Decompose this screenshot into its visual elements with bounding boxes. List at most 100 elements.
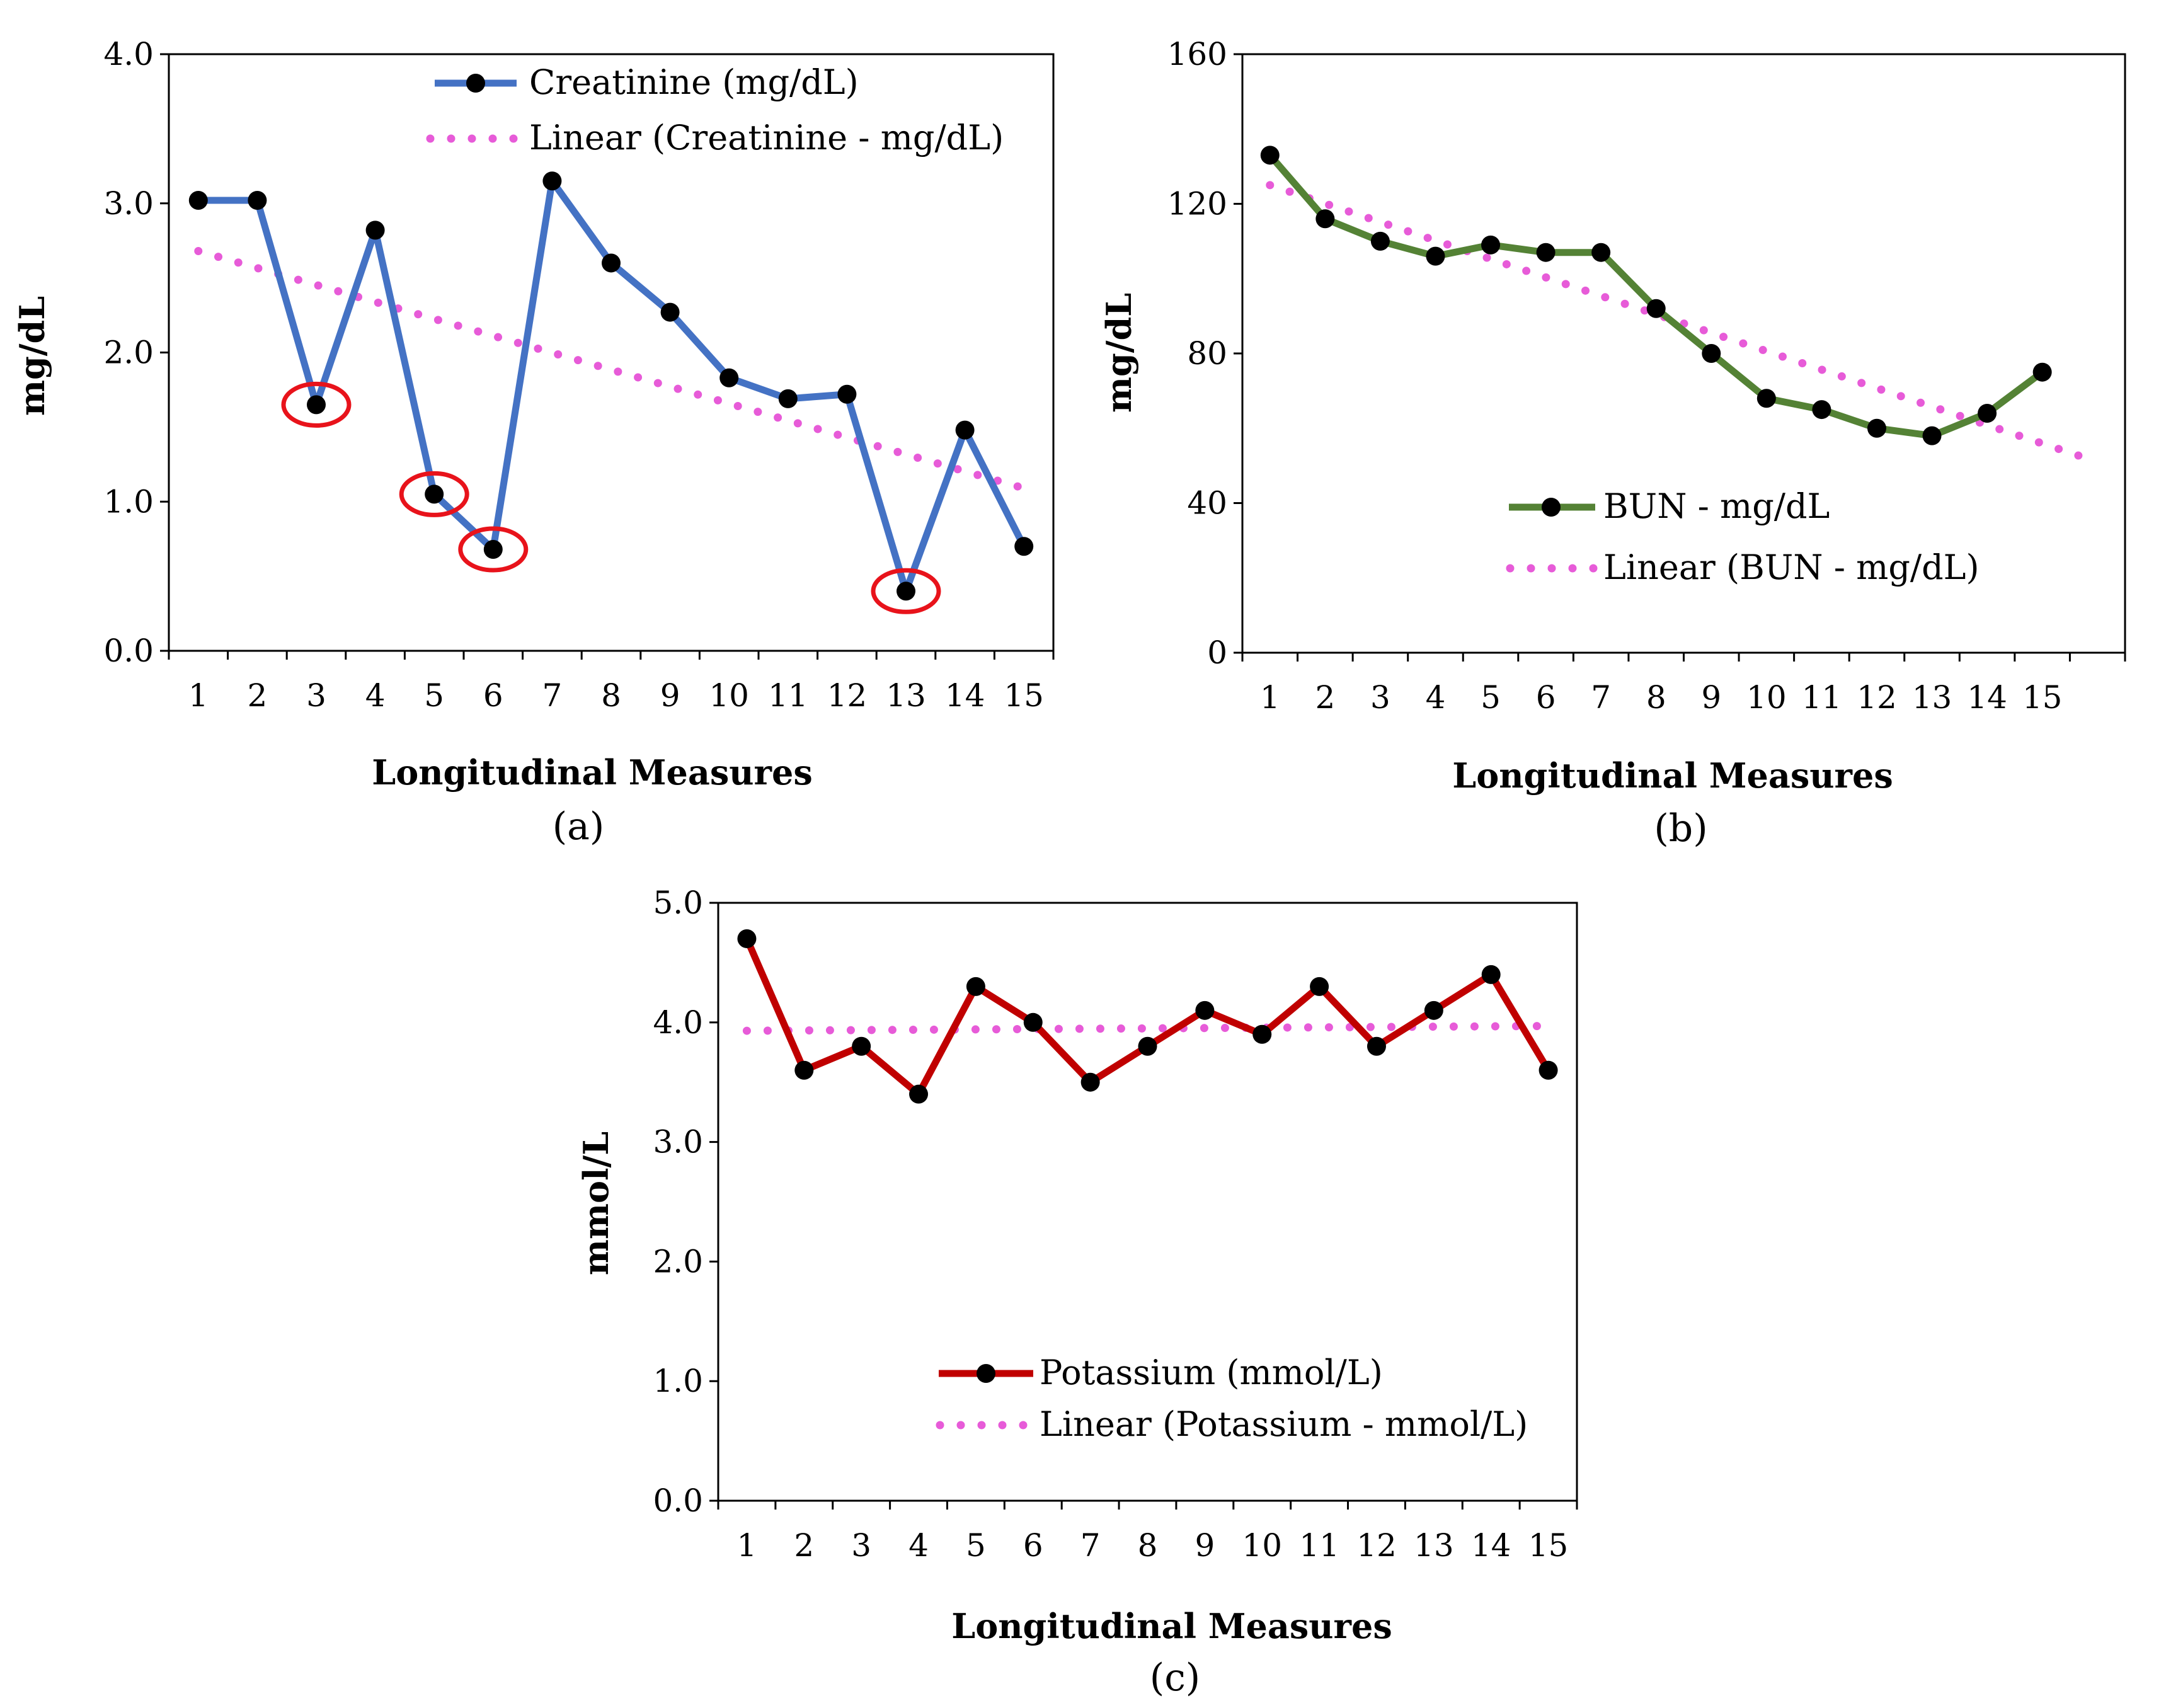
chart-b-x-tick-label: 14 [1967,679,2007,716]
chart-a: 1 2 3 4 5 6 7 8 9 10 11 12 13 14 15 0.01.02.03.04.0 Lo… [12,36,1055,849]
chart-c-y-ticks: 0.0 1.0 2.0 3.0 4.0 5.0 [653,885,718,1519]
chart-b-x-axis-title: Longitudinal Measures [1452,755,1893,796]
chart-b-x-tick-label: 12 [1857,679,1897,716]
chart-b-lines [1241,53,2126,654]
chart-c-y-tick-label: 2.0 [653,1243,703,1280]
chart-c-data-point [1310,977,1329,996]
chart-b-x-ticks: 1 2 3 4 5 6 7 8 9 10 11 12 13 14 15 [1241,653,2126,716]
legend-b-series-marker [1542,498,1561,517]
chart-a-y-tick-label: 0.0 [103,633,154,669]
chart-b-y-axis-title: mg/dL [1099,293,1139,413]
chart-b-data-point [1978,404,1997,423]
chart-c-x-tick-label: 12 [1356,1527,1397,1564]
chart-b-trendline [1266,181,2102,466]
chart-a-highlight-ring [458,526,529,573]
chart-a-legend: Creatinine (mg/dL) Linear (Creatinine - … [426,62,1004,158]
chart-a-x-tick-label: 12 [827,677,868,714]
chart-b-x-tick-label: 8 [1646,679,1666,716]
legend-c-series-marker [977,1364,995,1383]
chart-a-data-point [660,302,680,322]
chart-a-data-point [719,368,739,387]
chart-c-y-tick-label: 4.0 [653,1004,703,1041]
chart-b-data-point [1702,344,1721,363]
chart-b-caption: (b) [1654,806,1707,851]
chart-b-legend: BUN - mg/dL Linear (BUN - mg/dL) [1506,486,1980,587]
chart-a-data-point [365,221,385,240]
chart-b-data-point [1867,418,1886,438]
chart-b-x-tick-label: 9 [1701,679,1721,716]
chart-a-x-tick-label: 13 [886,677,926,714]
chart-c-data-point [1080,1072,1100,1092]
chart-c-data-point [1539,1060,1558,1080]
chart-a-x-tick-label: 6 [483,677,503,714]
chart-b-data-point [1481,235,1501,255]
chart-a-y-tick-label: 1.0 [103,483,154,520]
chart-a-y-axis-title: mg/dL [12,296,52,416]
chart-a-y-tick-label: 2.0 [103,335,154,371]
chart-b-data-point [1315,209,1335,229]
chart-c-y-axis-title: mmol/L [576,1132,616,1276]
legend-b-trendline-label: Linear (BUN - mg/dL) [1603,547,1980,587]
chart-a-data-point [248,191,267,210]
chart-c-data-point [737,929,757,948]
chart-a-highlight-ring [281,381,352,428]
chart-b-x-tick-label: 15 [2022,679,2063,716]
chart-b-x-tick-label: 4 [1426,679,1446,716]
chart-b-data-point [1426,246,1445,266]
chart-b-y-ticks: 0 40 80 120 160 [1167,36,1242,671]
chart-a-data-point [542,171,562,191]
chart-a-x-axis-title: Longitudinal Measures [372,752,813,793]
chart-a-x-tick-label: 14 [945,677,985,714]
chart-b-x-tick-label: 2 [1315,679,1335,716]
chart-c-x-tick-label: 13 [1414,1527,1454,1564]
chart-a-trendline [194,247,1028,493]
chart-b-x-tick-label: 13 [1912,679,1952,716]
chart-b-x-tick-label: 7 [1591,679,1611,716]
chart-c-data-point [852,1036,871,1056]
chart-a-highlight-ring [399,471,469,517]
chart-c-x-tick-label: 11 [1299,1527,1339,1564]
chart-c-data-point [1367,1036,1386,1056]
chart-a-x-tick-label: 1 [188,677,209,714]
chart-c-data-point [1138,1036,1157,1056]
chart-b-x-tick-label: 1 [1260,679,1280,716]
chart-c-x-axis-title: Longitudinal Measures [951,1606,1392,1646]
chart-b-x-tick-label: 10 [1746,679,1787,716]
chart-b-data-point [1756,389,1776,408]
chart-b-data-point [2032,362,2052,382]
chart-c-x-tick-label: 8 [1138,1527,1158,1564]
chart-c-data-point [966,977,985,996]
chart-c-x-tick-label: 10 [1242,1527,1282,1564]
chart-c-data-point [1195,1000,1215,1020]
chart-a-x-tick-label: 2 [247,677,267,714]
chart-c-data-point [1424,1000,1443,1020]
chart-b-data-point [1260,146,1280,165]
chart-a-data-point [483,540,503,559]
chart-b-x-tick-label: 5 [1481,679,1501,716]
chart-a-x-tick-label: 3 [306,677,326,714]
chart-a-lines [168,53,1055,652]
chart-c-data-point [1023,1012,1043,1032]
chart-c-plot-frame [717,902,1578,1502]
chart-b-data-point [1646,299,1666,318]
chart-b-y-tick-label: 80 [1187,335,1227,372]
chart-c-x-ticks: 1 2 3 4 5 6 7 8 9 10 11 12 13 14 15 [717,1501,1578,1564]
chart-a-x-tick-label: 8 [601,677,621,714]
chart-c-x-tick-label: 2 [794,1527,814,1564]
legend-a-trendline-label: Linear (Creatinine - mg/dL) [529,118,1004,158]
chart-b-data-point [1812,400,1831,420]
chart-a-x-tick-label: 9 [660,677,680,714]
chart-c-x-tick-label: 9 [1195,1527,1215,1564]
legend-c-series-label: Potassium (mmol/L) [1040,1353,1383,1392]
chart-c-x-tick-label: 4 [908,1527,929,1564]
chart-a-x-tick-label: 15 [1004,677,1044,714]
chart-c-y-tick-label: 3.0 [653,1124,703,1161]
chart-c-x-tick-label: 1 [737,1527,757,1564]
chart-a-x-ticks: 1 2 3 4 5 6 7 8 9 10 11 12 13 14 15 [168,651,1055,714]
chart-a-data-point [602,253,621,273]
chart-b-x-tick-label: 6 [1536,679,1556,716]
chart-c-legend: Potassium (mmol/L) Linear (Potassium - m… [936,1353,1528,1444]
chart-a-data-point [188,191,208,210]
chart-c-x-tick-label: 5 [966,1527,986,1564]
